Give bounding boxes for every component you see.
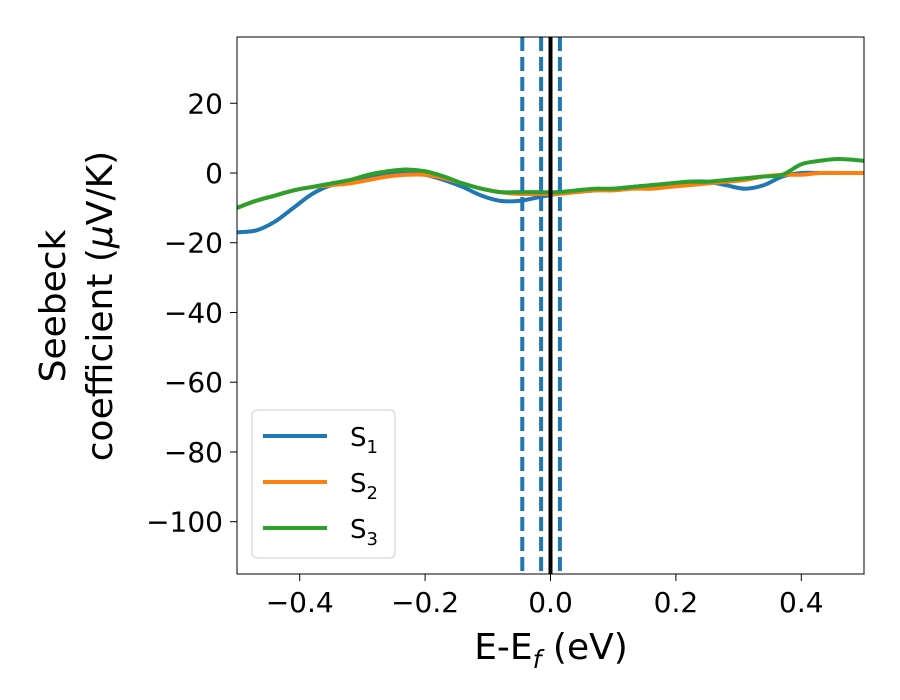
y-tick-label: −100 [146,506,223,539]
x-tick-label: 0.0 [528,586,573,619]
x-tick-label: −0.4 [266,586,334,619]
plot-frame [236,36,865,575]
y-tick-label: −20 [164,227,223,260]
y-tick-label: 20 [187,87,223,120]
legend-label-s2: S2 [350,469,378,504]
x-axis-title: E-Ef (eV) [474,627,628,674]
plot-area [237,37,864,574]
y-axis-title-line2: coefficient (μV/K) [80,151,121,461]
x-tick-label: −0.2 [391,586,459,619]
x-tick-label: 0.2 [654,586,699,619]
series-line-s3 [237,157,864,210]
y-tick-label: −60 [164,366,223,399]
legend-label-s1: S1 [350,423,378,458]
axis-ticks: −0.4 −0.2 0.0 0.2 0.4 20 0 −20 −40 −60 −80 −100 [146,87,823,619]
y-tick-label: −80 [164,436,223,469]
legend-label-s3: S3 [350,515,378,550]
legend: S1 S2 S3 [251,409,396,559]
x-tick-label: 0.4 [779,586,824,619]
y-tick-label: −40 [164,296,223,329]
y-tick-label: 0 [205,157,223,190]
y-axis-title-line1: Seebeck [33,229,74,382]
